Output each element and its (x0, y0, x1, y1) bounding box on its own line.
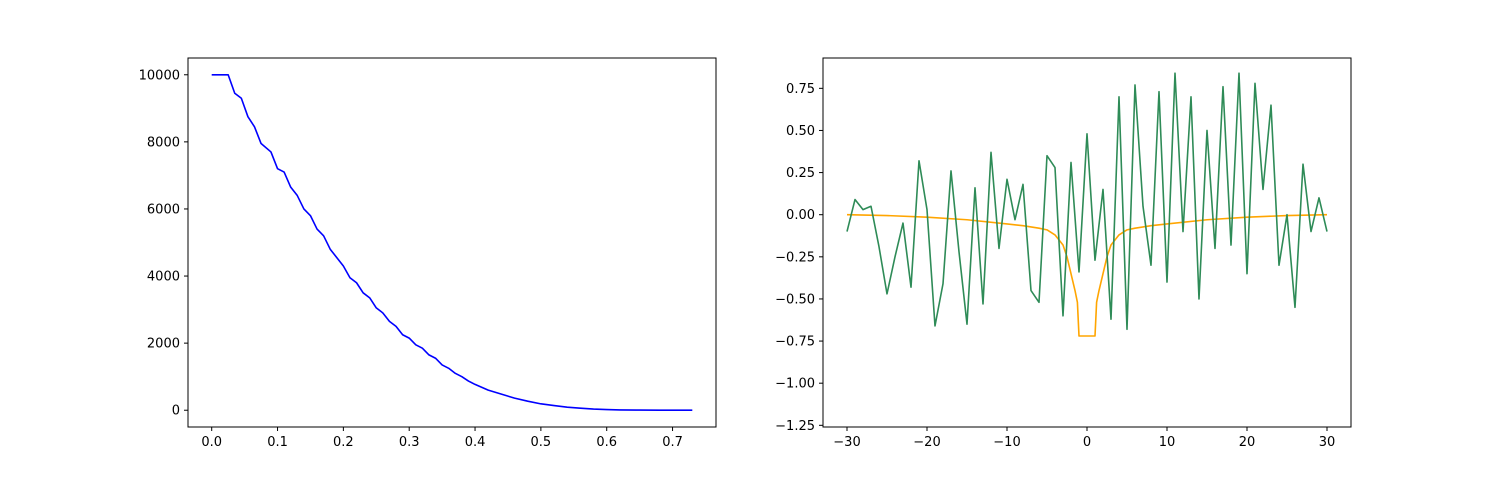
x-tick-label: 30 (1319, 435, 1336, 450)
x-tick-label: −30 (833, 435, 860, 450)
y-tick-label: 2000 (147, 337, 180, 352)
x-tick-label: 0 (1083, 435, 1091, 450)
y-tick-label: 0 (172, 404, 180, 419)
x-tick-label: −10 (993, 435, 1020, 450)
y-tick-label: −1.25 (775, 419, 815, 434)
x-tick-label: 0.1 (267, 435, 288, 450)
y-tick-label: −0.50 (775, 292, 815, 307)
chart-oscillation: −30 −20 −10 0 10 20 30 −1.25 −1.00 −0.75 −0.50 −0.2… (775, 57, 1352, 450)
x-tick-label: 0.0 (201, 435, 222, 450)
y-tick-label: 4000 (147, 270, 180, 285)
y-tick-label: 0.25 (786, 166, 815, 181)
x-tick-label: 0.4 (465, 435, 486, 450)
y-tick-label: 0.50 (786, 124, 815, 139)
y-tick-label: 0.00 (786, 208, 815, 223)
x-tick-label: 20 (1239, 435, 1256, 450)
x-tick-label: 0.2 (333, 435, 354, 450)
x-tick-label: 0.3 (399, 435, 420, 450)
y-tick-label: −0.75 (775, 335, 815, 350)
chart-decay-curve: 0.0 0.1 0.2 0.3 0.4 0.5 0.6 0.7 0 2000 4000 6000 800… (139, 57, 717, 450)
y-tick-label: −0.25 (775, 250, 815, 265)
series-line-0 (846, 213, 1328, 337)
x-tick-label: 0.7 (662, 435, 683, 450)
series-line-1 (846, 72, 1328, 331)
y-tick-label: 0.75 (786, 82, 815, 97)
x-tick-label: 0.5 (531, 435, 552, 450)
x-tick-label: 0.6 (596, 435, 617, 450)
y-tick-label: 10000 (139, 68, 180, 83)
y-tick-label: −1.00 (775, 377, 815, 392)
x-tick-label: 10 (1159, 435, 1176, 450)
x-tick-label: −20 (913, 435, 940, 450)
y-tick-label: 6000 (147, 202, 180, 217)
axes-frame (187, 57, 717, 428)
y-tick-label: 8000 (147, 135, 180, 150)
series-line-0 (211, 73, 693, 412)
